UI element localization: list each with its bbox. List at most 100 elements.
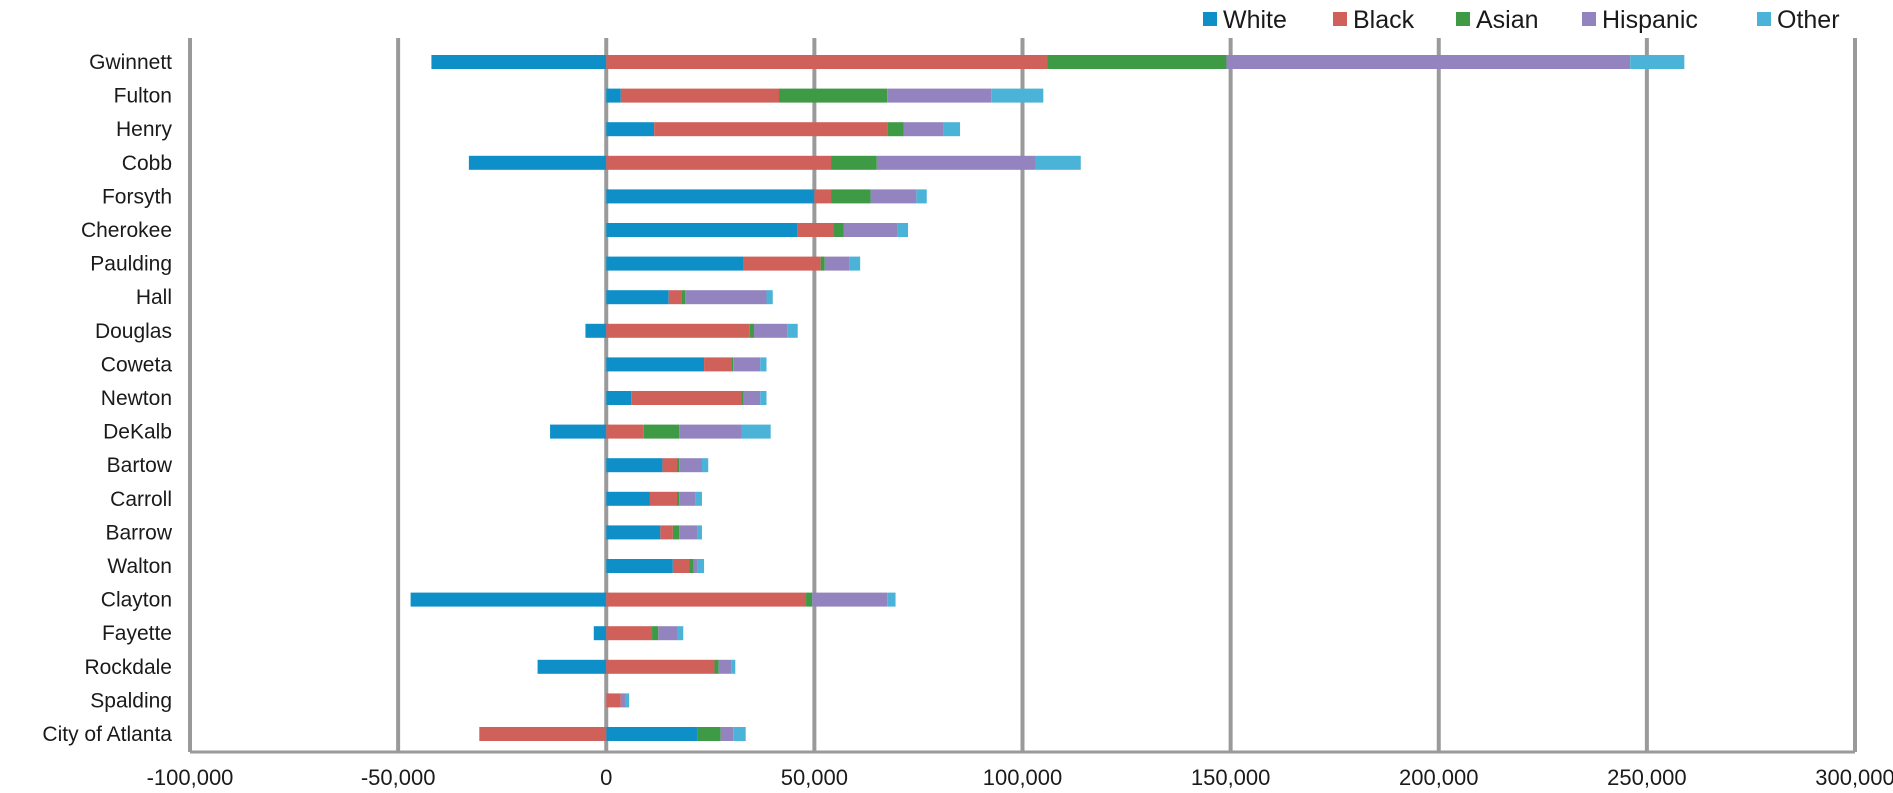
bar-asian-clayton xyxy=(806,592,813,607)
category-label: Newton xyxy=(101,387,172,410)
bar-other-hall xyxy=(766,290,773,305)
bar-segments xyxy=(410,55,1685,741)
bar-asian-city-of-atlanta xyxy=(697,727,721,741)
bar-white-gwinnett xyxy=(431,55,607,69)
bar-black-fulton xyxy=(620,88,779,103)
bar-other-cobb xyxy=(1034,155,1081,170)
bar-hispanic-forsyth xyxy=(870,189,917,204)
bar-hispanic-coweta xyxy=(733,357,761,372)
bar-asian-gwinnett xyxy=(1047,55,1227,69)
bar-other-forsyth xyxy=(916,189,927,204)
bar-white-carroll xyxy=(606,491,650,506)
category-labels: Gwinnett Fulton Henry Cobb Forsyth Cherokee Pa… xyxy=(42,51,172,746)
category-label: Cherokee xyxy=(81,219,172,242)
legend-item-asian: Asian xyxy=(1456,6,1539,34)
category-label: Bartow xyxy=(107,454,173,477)
bar-hispanic-rockdale xyxy=(718,659,732,674)
x-tick-label: -100,000 xyxy=(147,765,234,790)
bar-black-spalding xyxy=(606,693,621,708)
x-axis-ticks: -100,000 -50,000 0 50,000 100,000 150,000 200,… xyxy=(147,765,1893,790)
bar-asian-cherokee xyxy=(833,223,844,237)
bar-white-walton xyxy=(606,559,673,573)
bar-black-douglas xyxy=(606,323,750,338)
bar-other-walton xyxy=(697,559,705,573)
bar-asian-coweta xyxy=(731,357,734,372)
bar-white-forsyth xyxy=(606,189,815,204)
category-label: DeKalb xyxy=(103,421,172,444)
category-label: Fayette xyxy=(102,622,172,645)
bar-hispanic-henry xyxy=(903,122,944,137)
bar-black-barrow xyxy=(660,525,673,540)
bar-other-fayette xyxy=(677,626,684,641)
bar-white-fayette xyxy=(593,626,607,641)
category-label: City of Atlanta xyxy=(42,723,172,746)
bar-black-cherokee xyxy=(797,223,834,237)
bar-hispanic-bartow xyxy=(679,458,702,473)
bar-black-paulding xyxy=(743,256,821,271)
bar-asian-henry xyxy=(887,122,904,137)
bar-white-douglas xyxy=(585,323,607,338)
x-tick-label: -50,000 xyxy=(361,765,436,790)
legend-label: White xyxy=(1223,6,1287,34)
bar-asian-fayette xyxy=(652,626,659,641)
category-label: Paulding xyxy=(90,253,172,276)
bar-white-cherokee xyxy=(606,223,798,237)
x-tick-label: 250,000 xyxy=(1607,765,1687,790)
bar-hispanic-newton xyxy=(743,391,761,405)
bar-other-gwinnett xyxy=(1630,55,1685,69)
bar-other-douglas xyxy=(787,323,798,338)
x-tick-label: 300,000 xyxy=(1815,765,1893,790)
category-label: Coweta xyxy=(101,353,173,376)
bar-black-cobb xyxy=(606,155,832,170)
legend-item-black: Black xyxy=(1333,6,1415,34)
bar-white-city-of-atlanta xyxy=(606,727,698,741)
bar-white-fulton xyxy=(606,88,621,103)
bar-black-walton xyxy=(672,559,690,573)
bar-asian-bartow xyxy=(677,458,680,473)
category-label: Barrow xyxy=(105,521,172,544)
category-label: Cobb xyxy=(122,152,172,175)
bar-hispanic-walton xyxy=(693,559,698,573)
bar-black-clayton xyxy=(606,592,807,607)
grid-lines xyxy=(188,38,1857,754)
bar-white-bartow xyxy=(606,458,663,473)
bar-other-clayton xyxy=(887,592,896,607)
bar-black-fayette xyxy=(606,626,653,641)
bar-other-cherokee xyxy=(897,223,909,237)
bar-white-henry xyxy=(606,122,655,137)
category-label: Douglas xyxy=(95,320,172,343)
legend-swatch-white xyxy=(1203,12,1217,26)
bar-black-hall xyxy=(668,290,682,305)
bar-black-newton xyxy=(631,391,742,405)
bar-black-forsyth xyxy=(814,189,832,204)
legend-item-other: Other xyxy=(1757,6,1840,34)
x-tick-label: 150,000 xyxy=(1191,765,1271,790)
legend-swatch-black xyxy=(1333,12,1347,26)
bar-hispanic-cobb xyxy=(876,155,1035,170)
bar-hispanic-cherokee xyxy=(843,223,898,237)
bar-white-clayton xyxy=(410,592,607,607)
legend-item-hispanic: Hispanic xyxy=(1582,6,1698,34)
bar-hispanic-paulding xyxy=(824,256,850,271)
bar-asian-cobb xyxy=(831,155,877,170)
bar-black-city-of-atlanta xyxy=(479,727,607,741)
bar-other-rockdale xyxy=(731,659,736,674)
bar-other-newton xyxy=(760,391,767,405)
bar-hispanic-carroll xyxy=(679,491,696,506)
category-label: Rockdale xyxy=(84,656,172,679)
category-label: Hall xyxy=(136,286,172,309)
bar-hispanic-fayette xyxy=(658,626,678,641)
bar-hispanic-douglas xyxy=(754,323,788,338)
category-label: Gwinnett xyxy=(89,51,172,74)
bar-asian-rockdale xyxy=(714,659,719,674)
legend-label: Black xyxy=(1353,6,1415,34)
bar-asian-hall xyxy=(681,290,686,305)
x-tick-label: 200,000 xyxy=(1399,765,1479,790)
bar-other-city-of-atlanta xyxy=(733,727,746,741)
bar-hispanic-barrow xyxy=(679,525,698,540)
bar-hispanic-dekalb xyxy=(679,424,742,439)
bar-white-cobb xyxy=(468,155,607,170)
legend-swatch-other xyxy=(1757,12,1771,26)
bar-asian-forsyth xyxy=(831,189,871,204)
